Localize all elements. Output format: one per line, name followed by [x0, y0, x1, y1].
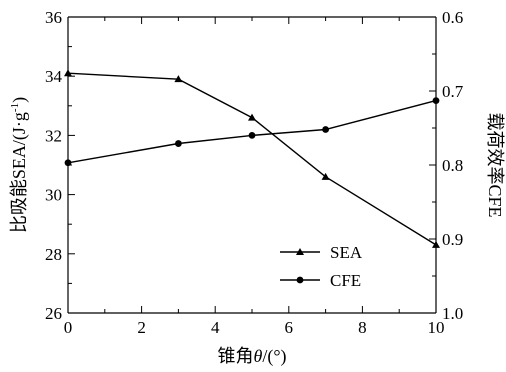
sea-data-point — [174, 75, 183, 83]
x-axis-title: 锥角θ/(°) — [217, 346, 286, 367]
y-left-tick-label: 36 — [45, 8, 62, 27]
legend-cfe-label: CFE — [330, 271, 361, 290]
x-tick-label: 10 — [428, 318, 445, 337]
y-right-tick-label: 1.0 — [442, 304, 463, 323]
y-axis-left-title: 比吸能SEA/(J·g-1) — [9, 97, 30, 233]
cfe-data-point — [322, 126, 329, 133]
cfe-data-point — [248, 132, 256, 139]
cfe-data-point — [64, 159, 72, 167]
cfe-data-point — [432, 97, 440, 105]
y-right-tick-label: 0.6 — [442, 8, 463, 27]
sea-data-point — [64, 69, 72, 77]
sea-data-point — [432, 240, 440, 248]
y-left-tick-label: 28 — [45, 245, 62, 264]
legend-sea-label: SEA — [330, 243, 363, 262]
y-right-tick-label: 0.7 — [442, 82, 464, 101]
x-tick-label: 8 — [358, 318, 367, 337]
y-left-tick-label: 34 — [45, 67, 63, 86]
y-axis-right-title: 载荷效率CFE — [485, 112, 505, 217]
legend-cfe-marker — [296, 276, 304, 284]
x-tick-label: 0 — [64, 318, 73, 337]
x-tick-label: 6 — [285, 318, 294, 337]
x-tick-label: 4 — [211, 318, 220, 337]
sea-data-point — [321, 172, 330, 180]
sea-series-line — [67, 72, 437, 246]
x-tick-label: 2 — [137, 318, 146, 337]
y-left-tick-label: 26 — [45, 304, 62, 323]
legend-sea-marker — [296, 248, 304, 255]
sea-data-point — [248, 113, 256, 121]
cfe-series-line — [67, 99, 437, 164]
ticks: 0 2 4 6 8 10 26 28 30 32 34 36 1.0 0.9 0.8 0.7 0.6 — [45, 8, 464, 337]
cfe-data-point — [175, 140, 182, 147]
y-left-tick-label: 30 — [45, 186, 62, 205]
plot-frame — [67, 16, 437, 314]
y-right-tick-label: 0.9 — [442, 230, 463, 249]
y-left-tick-label: 32 — [45, 126, 62, 145]
y-right-tick-label: 0.8 — [442, 156, 463, 175]
series — [64, 69, 440, 248]
legend: SEA CFE — [280, 243, 363, 290]
